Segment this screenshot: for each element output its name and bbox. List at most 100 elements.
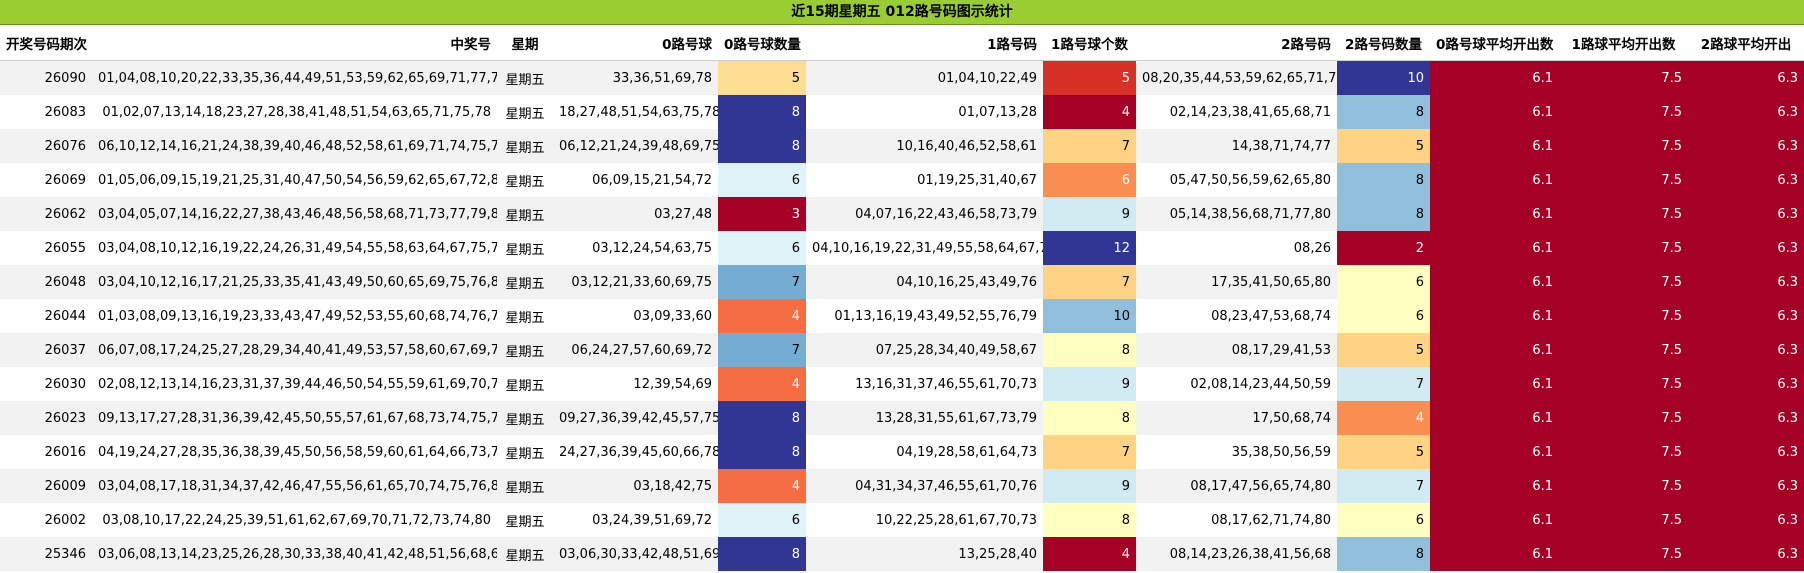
cell-weekday: 星期五 [497, 60, 553, 95]
cell-period: 26023 [0, 401, 92, 435]
cell-period: 26083 [0, 95, 92, 129]
header-route1-count[interactable]: 1路号球个数 [1043, 25, 1136, 61]
cell-numbers: 09,13,17,27,28,31,36,39,42,45,50,55,57,6… [92, 401, 497, 435]
table-row[interactable]: 26062 03,04,05,07,14,16,22,27,38,43,46,48… [0, 197, 1804, 231]
table-row[interactable]: 26016 04,19,24,27,28,35,36,38,39,45,50,56… [0, 435, 1804, 469]
table-row[interactable]: 26069 01,05,06,09,15,19,21,25,31,40,47,50… [0, 163, 1804, 197]
cell-numbers: 03,04,05,07,14,16,22,27,38,43,46,48,56,5… [92, 197, 497, 231]
cell-route1-avg: 7.5 [1559, 60, 1688, 95]
cell-weekday: 星期五 [497, 129, 553, 163]
cell-route0-numbers: 03,12,24,54,63,75 [553, 231, 718, 265]
cell-route2-avg: 6.3 [1688, 95, 1804, 129]
cell-route1-count: 7 [1043, 265, 1136, 299]
cell-route2-count: 7 [1337, 469, 1430, 503]
header-route1-numbers[interactable]: 1路号码 [806, 25, 1043, 61]
cell-period: 26016 [0, 435, 92, 469]
cell-route2-avg: 6.3 [1688, 163, 1804, 197]
table-row[interactable]: 26055 03,04,08,10,12,16,19,22,24,26,31,49… [0, 231, 1804, 265]
cell-route1-avg: 7.5 [1559, 163, 1688, 197]
cell-route1-numbers: 01,19,25,31,40,67 [806, 163, 1043, 197]
table-row[interactable]: 26030 02,08,12,13,14,16,23,31,37,39,44,46… [0, 367, 1804, 401]
cell-numbers: 03,06,08,13,14,23,25,26,28,30,33,38,40,4… [92, 537, 497, 571]
table-row[interactable]: 26002 03,08,10,17,22,24,25,39,51,61,62,67… [0, 503, 1804, 537]
cell-weekday: 星期五 [497, 435, 553, 469]
cell-route2-count: 8 [1337, 197, 1430, 231]
cell-route0-count: 8 [718, 435, 806, 469]
table-row[interactable]: 26023 09,13,17,27,28,31,36,39,42,45,50,55… [0, 401, 1804, 435]
table-row[interactable]: 26009 03,04,08,17,18,31,34,37,42,46,47,55… [0, 469, 1804, 503]
cell-route0-count: 3 [718, 197, 806, 231]
header-numbers[interactable]: 中奖号 [92, 25, 497, 61]
cell-route0-avg: 6.1 [1430, 129, 1559, 163]
cell-route1-count: 9 [1043, 469, 1136, 503]
cell-route1-avg: 7.5 [1559, 503, 1688, 537]
cell-route2-count: 4 [1337, 401, 1430, 435]
header-route1-avg[interactable]: 1路球平均开出数 [1559, 25, 1688, 61]
cell-period: 25346 [0, 537, 92, 571]
cell-numbers: 01,04,08,10,20,22,33,35,36,44,49,51,53,5… [92, 60, 497, 95]
cell-route2-count: 10 [1337, 60, 1430, 95]
cell-route0-numbers: 03,18,42,75 [553, 469, 718, 503]
cell-route0-numbers: 06,12,21,24,39,48,69,75 [553, 129, 718, 163]
table-row[interactable]: 26048 03,04,10,12,16,17,21,25,33,35,41,43… [0, 265, 1804, 299]
cell-route0-avg: 6.1 [1430, 265, 1559, 299]
table-body: 26090 01,04,08,10,20,22,33,35,36,44,49,51… [0, 60, 1804, 571]
cell-route1-numbers: 01,13,16,19,43,49,52,55,76,79 [806, 299, 1043, 333]
cell-route0-avg: 6.1 [1430, 60, 1559, 95]
header-weekday[interactable]: 星期 [497, 25, 553, 61]
table-row[interactable]: 26090 01,04,08,10,20,22,33,35,36,44,49,51… [0, 60, 1804, 95]
cell-route1-avg: 7.5 [1559, 129, 1688, 163]
cell-numbers: 04,19,24,27,28,35,36,38,39,45,50,56,58,5… [92, 435, 497, 469]
cell-route0-avg: 6.1 [1430, 231, 1559, 265]
cell-route1-avg: 7.5 [1559, 265, 1688, 299]
cell-route0-avg: 6.1 [1430, 469, 1559, 503]
cell-route1-count: 6 [1043, 163, 1136, 197]
cell-numbers: 03,08,10,17,22,24,25,39,51,61,62,67,69,7… [92, 503, 497, 537]
table-row[interactable]: 25346 03,06,08,13,14,23,25,26,28,30,33,38… [0, 537, 1804, 571]
cell-numbers: 06,07,08,17,24,25,27,28,29,34,40,41,49,5… [92, 333, 497, 367]
header-route2-numbers[interactable]: 2路号码 [1136, 25, 1337, 61]
cell-route2-avg: 6.3 [1688, 231, 1804, 265]
cell-route0-count: 4 [718, 367, 806, 401]
cell-route2-count: 5 [1337, 333, 1430, 367]
table-row[interactable]: 26083 01,02,07,13,14,18,23,27,28,38,41,48… [0, 95, 1804, 129]
cell-route1-count: 12 [1043, 231, 1136, 265]
cell-route0-count: 8 [718, 129, 806, 163]
header-route0-numbers[interactable]: 0路号球 [553, 25, 718, 61]
cell-route0-avg: 6.1 [1430, 197, 1559, 231]
table-row[interactable]: 26044 01,03,08,09,13,16,19,23,33,43,47,49… [0, 299, 1804, 333]
cell-route2-avg: 6.3 [1688, 503, 1804, 537]
table-row[interactable]: 26037 06,07,08,17,24,25,27,28,29,34,40,41… [0, 333, 1804, 367]
cell-period: 26037 [0, 333, 92, 367]
header-route2-avg[interactable]: 2路球平均开出 [1688, 25, 1804, 61]
cell-route1-avg: 7.5 [1559, 197, 1688, 231]
cell-route1-numbers: 04,31,34,37,46,55,61,70,76 [806, 469, 1043, 503]
cell-weekday: 星期五 [497, 401, 553, 435]
cell-route1-count: 8 [1043, 401, 1136, 435]
cell-route1-count: 10 [1043, 299, 1136, 333]
cell-weekday: 星期五 [497, 197, 553, 231]
header-route2-count[interactable]: 2路号码数量 [1337, 25, 1430, 61]
cell-numbers: 01,03,08,09,13,16,19,23,33,43,47,49,52,5… [92, 299, 497, 333]
cell-route0-count: 8 [718, 95, 806, 129]
cell-route0-avg: 6.1 [1430, 537, 1559, 571]
cell-route2-numbers: 05,47,50,56,59,62,65,80 [1136, 163, 1337, 197]
cell-route1-count: 9 [1043, 197, 1136, 231]
cell-period: 26030 [0, 367, 92, 401]
cell-route2-numbers: 14,38,71,74,77 [1136, 129, 1337, 163]
cell-route0-avg: 6.1 [1430, 367, 1559, 401]
header-route0-count[interactable]: 0路号球数量 [718, 25, 806, 61]
cell-route1-numbers: 13,25,28,40 [806, 537, 1043, 571]
cell-route1-numbers: 01,04,10,22,49 [806, 60, 1043, 95]
header-route0-avg[interactable]: 0路号球平均开出数 [1430, 25, 1559, 61]
cell-route1-numbers: 04,10,16,19,22,31,49,55,58,64,67,79 [806, 231, 1043, 265]
cell-route0-count: 7 [718, 333, 806, 367]
header-period[interactable]: 开奖号码期次 [0, 25, 92, 61]
cell-route1-avg: 7.5 [1559, 469, 1688, 503]
cell-weekday: 星期五 [497, 333, 553, 367]
cell-route0-numbers: 06,24,27,57,60,69,72 [553, 333, 718, 367]
cell-route0-count: 8 [718, 537, 806, 571]
cell-route1-numbers: 13,16,31,37,46,55,61,70,73 [806, 367, 1043, 401]
table-row[interactable]: 26076 06,10,12,14,16,21,24,38,39,40,46,48… [0, 129, 1804, 163]
cell-route1-numbers: 04,07,16,22,43,46,58,73,79 [806, 197, 1043, 231]
